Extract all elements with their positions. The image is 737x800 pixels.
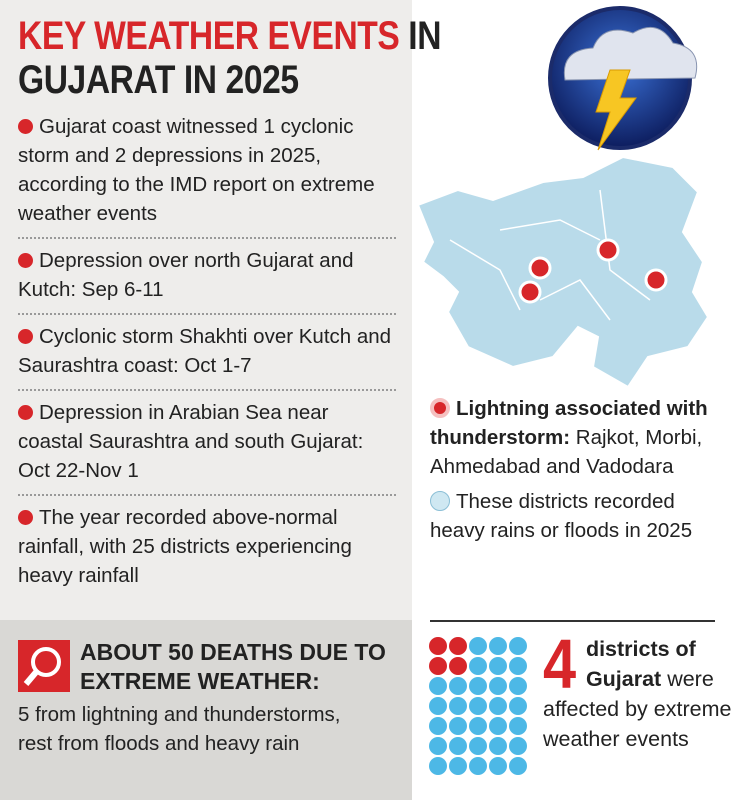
blue-dot	[489, 657, 507, 675]
map	[416, 155, 710, 389]
blue-dot	[469, 637, 487, 655]
bullet-text: The year recorded above-normal rainfall,…	[18, 506, 352, 587]
bullet: The year recorded above-normal rainfall,…	[18, 503, 396, 599]
bullet: Depression in Arabian Sea near coastal S…	[18, 398, 396, 496]
dot-grid	[429, 637, 527, 775]
bullet-text: Gujarat coast witnessed 1 cyclonic storm…	[18, 115, 375, 225]
bullet-dot	[18, 253, 33, 268]
blue-dot	[509, 677, 527, 695]
blue-dot	[489, 717, 507, 735]
legend-text: These districts recorded heavy rains or …	[430, 490, 693, 542]
legend: Lightning associated with thunderstorm: …	[430, 394, 725, 551]
marker	[644, 268, 668, 292]
legend-swatch	[430, 491, 450, 511]
blue-dot	[489, 737, 507, 755]
stat-bold: districts of Gujarat	[585, 637, 696, 691]
blue-dot	[489, 677, 507, 695]
blue-dot	[469, 717, 487, 735]
blue-dot	[449, 717, 467, 735]
bullet-list: Gujarat coast witnessed 1 cyclonic storm…	[18, 112, 396, 606]
legend-item: These districts recorded heavy rains or …	[430, 487, 725, 545]
blue-dot	[489, 757, 507, 775]
blue-dot	[449, 697, 467, 715]
bullet-dot	[18, 405, 33, 420]
lightning	[595, 69, 637, 151]
bullet-text: Depression over north Gujarat and Kutch:…	[18, 249, 354, 301]
deaths-text: 5 from lightning and thunderstorms, rest…	[18, 703, 341, 755]
title-highlight: KEY WEATHER EVENTS	[18, 14, 400, 58]
title-text: IN	[408, 14, 442, 58]
blue-dot	[489, 697, 507, 715]
title: KEY WEATHER EVENTS IN GUJARAT IN 2025	[18, 14, 441, 102]
bullet-dot	[18, 329, 33, 344]
blue-dot	[469, 697, 487, 715]
stat: 4 districts of Gujarat were affected by …	[543, 625, 733, 754]
red-dot	[429, 657, 447, 675]
bullet-text: Depression in Arabian Sea near coastal S…	[18, 401, 364, 482]
blue-dot	[429, 717, 447, 735]
left-panel	[0, 0, 412, 620]
red-dot	[449, 637, 467, 655]
title-text: GUJARAT IN 2025	[18, 58, 299, 102]
blue-dot	[509, 657, 527, 675]
blue-dot	[449, 737, 467, 755]
legend-swatch	[430, 398, 450, 418]
blue-dot	[429, 677, 447, 695]
map-borders	[449, 189, 651, 321]
illustration	[416, 6, 710, 389]
bullet: Cyclonic storm Shakhti over Kutch and Sa…	[18, 322, 396, 391]
search-icon	[18, 640, 70, 692]
bullet: Gujarat coast witnessed 1 cyclonic storm…	[18, 112, 396, 239]
legend-label: Lightning associated with thunderstorm:	[430, 397, 708, 449]
deaths-heading: ABOUT 50 DEATHS DUE TO EXTREME WEATHER:	[80, 639, 386, 694]
legend-item: Lightning associated with thunderstorm: …	[430, 394, 725, 481]
blue-dot	[469, 657, 487, 675]
map-markers	[518, 238, 668, 304]
legend-text: Rajkot, Morbi, Ahmedabad and Vadodara	[430, 426, 703, 478]
blue-dot	[449, 757, 467, 775]
bullet-dot	[18, 119, 33, 134]
marker	[528, 256, 552, 280]
blue-dot	[489, 637, 507, 655]
bullet: Depression over north Gujarat and Kutch:…	[18, 246, 396, 315]
blue-dot	[449, 677, 467, 695]
blue-dot	[509, 737, 527, 755]
marker	[596, 238, 620, 262]
stat-number: 4	[543, 625, 577, 703]
bullet-text: Cyclonic storm Shakhti over Kutch and Sa…	[18, 325, 392, 377]
blue-dot	[469, 677, 487, 695]
blue-dot	[469, 737, 487, 755]
bullet-dot	[18, 510, 33, 525]
marker	[518, 280, 542, 304]
blue-dot	[509, 697, 527, 715]
blue-dot	[509, 637, 527, 655]
cloud	[563, 26, 698, 81]
deaths-box: ABOUT 50 DEATHS DUE TO EXTREME WEATHER: …	[0, 620, 412, 800]
blue-dot	[429, 697, 447, 715]
blue-dot	[509, 717, 527, 735]
red-dot	[429, 637, 447, 655]
stat-text: were affected by extreme weather events	[543, 667, 732, 751]
blue-dot	[429, 757, 447, 775]
blue-dot	[509, 757, 527, 775]
blue-dot	[469, 757, 487, 775]
blue-dot	[429, 737, 447, 755]
red-dot	[449, 657, 467, 675]
separator	[430, 620, 715, 622]
